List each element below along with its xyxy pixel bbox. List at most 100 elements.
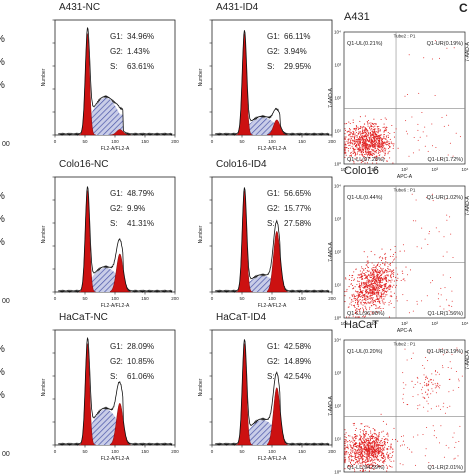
flow-event-dot [367,122,369,124]
flow-event-dot [351,447,353,449]
flow-event-dot [412,396,414,397]
flow-event-dot [363,273,365,275]
flow-event-dot [380,278,382,280]
flow-event-dot [346,441,348,443]
flow-event-dot [435,437,437,439]
flow-event-dot [392,253,395,255]
flow-event-dot [376,135,378,137]
flow-event-dot [364,296,366,298]
flow-event-dot [362,138,364,140]
flow-event-dot [371,152,373,154]
flow-y-tick-label: 10⁴ [334,184,341,189]
flow-event-dot [376,283,378,285]
flow-event-dot [361,278,363,280]
flow-event-dot [367,262,369,264]
histogram-x-label: FL2-A/FL2-A [101,146,130,152]
flow-event-dot [380,307,382,310]
flow-event-dot [385,148,387,150]
histogram-x-tick-label: 100 [111,449,119,454]
flow-event-dot [382,302,384,304]
histogram-title: HaCaT-NC [59,312,108,323]
flow-event-dot [344,138,346,140]
flow-event-dot [368,452,370,454]
flow-event-dot [357,295,359,297]
flow-event-dot [349,159,351,161]
flow-x-tick-label: 10⁴ [462,167,469,172]
flow-event-dot [364,278,366,280]
flow-event-dot [360,282,363,285]
flow-event-dot [360,457,362,459]
flow-event-dot [458,378,460,380]
flow-event-dot [381,431,383,433]
flow-event-dot [418,92,420,94]
flow-event-dot [359,284,361,286]
flow-event-dot [365,134,367,136]
flow-event-dot [442,274,444,276]
histogram-x-tick-label: 200 [328,296,336,301]
flow-event-dot [419,136,421,138]
flow-x-tick-label: 10⁰ [341,167,348,172]
flow-event-dot [358,147,360,149]
flow-event-dot [362,294,364,296]
flow-event-dot [412,310,414,312]
flow-event-dot [361,450,363,452]
flow-event-dot [371,138,373,140]
flow-event-dot [385,290,387,293]
flow-event-dot [384,154,386,156]
flow-event-dot [423,406,425,408]
flow-event-dot [359,137,361,139]
flow-event-dot [377,263,379,265]
flow-event-dot [370,448,372,450]
flow-event-dot [428,462,430,464]
flow-event-dot [361,143,363,145]
flow-event-dot [371,305,373,307]
flow-event-dot [352,140,354,142]
flow-event-dot [363,436,365,438]
flow-event-dot [361,448,363,450]
flow-event-dot [382,262,384,264]
flow-event-dot [376,311,378,313]
flow-event-dot [383,129,386,131]
flow-event-dot [369,444,371,446]
flow-event-dot [379,295,381,297]
flow-event-dot [380,413,382,415]
flow-event-dot [353,279,355,281]
flow-event-dot [365,425,367,427]
flow-event-dot [423,374,425,376]
flow-event-dot [373,274,375,276]
flow-event-dot [369,314,371,316]
flow-event-dot [346,131,348,133]
flow-event-dot [375,143,377,145]
flow-event-dot [411,451,413,453]
flow-event-dot [372,449,374,451]
flow-event-dot [355,142,357,144]
flow-event-dot [358,459,360,461]
flow-event-dot [367,138,369,140]
flow-event-dot [383,462,385,464]
flow-event-dot [360,435,362,437]
flow-event-dot [380,118,382,121]
flow-event-dot [370,135,372,137]
flow-event-dot [375,159,378,161]
flow-event-dot [367,444,369,446]
flow-event-dot [371,143,373,145]
flow-event-dot [364,274,366,276]
flow-event-dot [365,301,367,303]
flow-tube-label: Tube2 : P1 [394,34,416,39]
flow-event-dot [388,279,390,281]
flow-event-dot [356,148,358,150]
flow-event-dot [387,143,389,145]
flow-event-dot [435,405,437,407]
flow-event-dot [365,141,367,143]
flow-event-dot [366,444,368,446]
flow-event-dot [380,286,382,288]
flow-event-dot [367,280,369,282]
flow-event-dot [355,127,357,129]
flow-event-dot [370,280,372,282]
flow-event-dot [362,438,364,440]
flow-event-dot [350,152,352,154]
flow-event-dot [426,394,428,396]
flow-event-dot [458,387,460,388]
flow-event-dot [374,266,376,268]
